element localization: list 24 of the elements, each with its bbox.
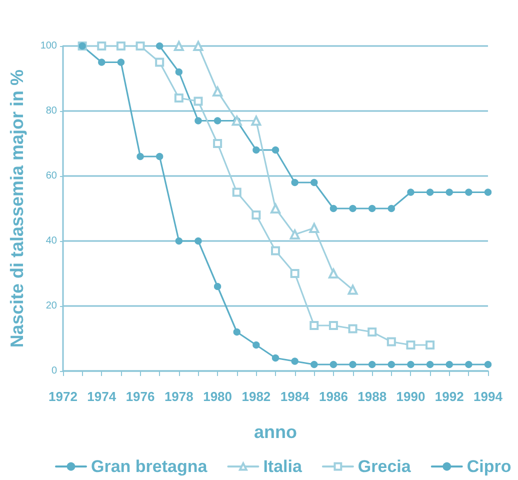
legend-label: Cipro [466,457,512,476]
y-tick-label: 80 [46,106,58,116]
y-tick-label: 60 [46,170,58,182]
y-tick-label: 100 [40,40,58,52]
y-tick-label: 0 [51,366,58,376]
x-axis-title: anno [254,422,297,442]
x-tick-label: 1980 [203,389,232,404]
x-tick-label: 1990 [396,389,426,404]
legend-label: Italia [263,457,302,476]
legend-label: Gran bretagna [91,457,208,476]
legend-label: Grecia [358,457,412,476]
x-tick-label: 1988 [358,389,387,404]
y-tick-label: 20 [46,300,58,312]
y-axis-title: Nascite di talassemia major in % [7,69,27,348]
x-tick-label: 1978 [164,389,194,404]
x-tick-label: 1994 [474,389,504,404]
x-tick-label: 1976 [126,389,155,404]
x-tick-label: 1986 [318,389,348,404]
x-tick-label: 1984 [280,389,310,404]
x-tick-label: 1974 [87,389,117,404]
x-tick-label: 1972 [48,389,78,404]
x-tick-label: 1982 [242,389,271,404]
x-tick-label: 1992 [434,389,464,404]
y-tick-label: 40 [46,236,58,246]
